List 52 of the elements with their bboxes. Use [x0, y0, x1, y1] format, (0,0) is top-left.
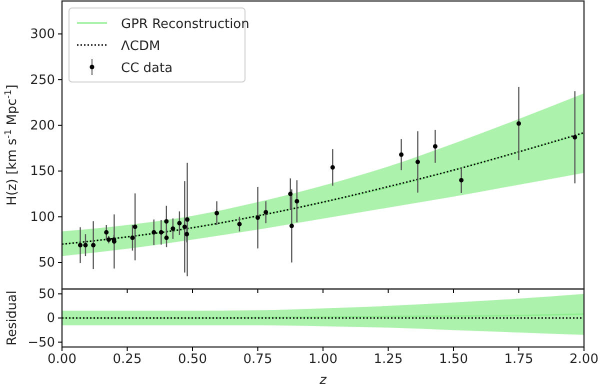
point	[255, 215, 260, 220]
point	[237, 222, 242, 226]
point	[516, 121, 522, 126]
point	[130, 236, 135, 240]
y-tick-label: 50	[38, 286, 55, 302]
point	[399, 152, 404, 157]
point	[214, 210, 220, 216]
x-tick-label: 0.25	[112, 352, 142, 368]
point	[83, 242, 88, 248]
point	[330, 165, 335, 170]
point	[432, 144, 438, 149]
point	[459, 178, 464, 182]
x-tick-label: 1.00	[308, 352, 338, 368]
point	[185, 217, 190, 222]
legend-label: GPR Reconstruction	[121, 17, 250, 32]
x-tick-label: 1.75	[504, 352, 534, 368]
y-tick-label: −50	[28, 335, 55, 350]
point	[288, 192, 293, 196]
y-tick-label: 0	[46, 311, 55, 326]
point	[182, 224, 187, 230]
point	[164, 219, 169, 224]
x-axis-title: z	[318, 373, 328, 388]
point	[184, 232, 190, 236]
point	[170, 226, 176, 231]
point	[91, 242, 96, 248]
point	[572, 134, 578, 140]
point	[164, 236, 169, 240]
point	[104, 230, 109, 235]
y-tick-label: 50	[38, 256, 55, 271]
y-tick-label: 200	[30, 118, 55, 134]
point	[289, 224, 294, 228]
point	[294, 198, 300, 204]
legend-label: ΛCDM	[121, 39, 160, 54]
legend-label: CC data	[121, 61, 173, 76]
x-tick-label: 0.50	[178, 352, 207, 368]
y-tick-label: 100	[30, 210, 55, 225]
y-tick-label: 300	[30, 27, 55, 42]
x-tick-label: 0.00	[48, 352, 76, 368]
x-tick-label: 0.75	[243, 352, 272, 368]
point	[78, 242, 83, 248]
x-tick-label: 2.00	[570, 352, 598, 368]
y-axis-title: Residual	[5, 290, 20, 346]
point	[152, 230, 156, 235]
point	[415, 160, 420, 164]
y-tick-label: 150	[30, 164, 55, 180]
x-tick-label: 1.25	[374, 352, 403, 368]
point	[158, 230, 164, 235]
point	[132, 224, 138, 230]
y-tick-label: 250	[30, 72, 55, 88]
x-tick-label: 1.50	[439, 352, 468, 368]
point	[177, 220, 182, 226]
point	[264, 210, 268, 214]
